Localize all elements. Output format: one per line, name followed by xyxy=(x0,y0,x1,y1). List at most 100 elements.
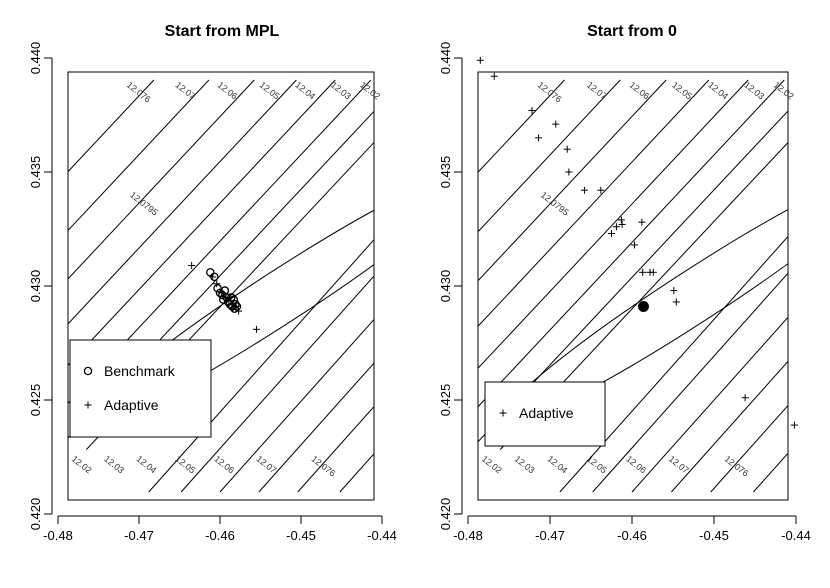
legend-label: Benchmark xyxy=(104,363,176,379)
panel-1: Start from MPL 12.076 12.07 12.06 12.05 12.04… xyxy=(28,23,397,543)
contour-label: 12.03 xyxy=(329,80,353,102)
contour-line-lower xyxy=(752,452,788,493)
series-marker xyxy=(637,301,649,313)
contour-label: 12.076 xyxy=(125,80,153,105)
contour-line-upper xyxy=(68,79,336,367)
chart-title: Start from 0 xyxy=(587,23,677,40)
legend: Benchmark Adaptive xyxy=(69,339,212,438)
contour-label: 12.04 xyxy=(706,80,730,102)
contour-label: 12.076 xyxy=(536,80,564,105)
contour-label: 12.06 xyxy=(627,80,651,102)
contour-label: 12.04 xyxy=(293,80,317,102)
adaptive-point xyxy=(209,273,217,281)
adaptive-point xyxy=(608,230,615,238)
contour-label-ellipse: 12.0795 xyxy=(128,190,160,218)
adaptive-point xyxy=(235,307,243,315)
benchmark-point xyxy=(213,284,222,293)
adaptive-point xyxy=(476,56,484,64)
y-tick-label: 0.430 xyxy=(438,270,453,303)
x-tick-label: -0.46 xyxy=(205,528,235,543)
chart-title: Start from MPL xyxy=(165,23,280,40)
contour-line-lower xyxy=(297,405,374,493)
y-tick-label: 0.420 xyxy=(28,498,43,531)
contour-label: 12.02 xyxy=(772,80,796,102)
adaptive-point xyxy=(790,421,798,429)
contour-label: 12.05 xyxy=(173,454,197,476)
contour-line-upper xyxy=(478,79,621,233)
contour-label: 12.06 xyxy=(624,454,648,476)
adaptive-point xyxy=(597,186,605,194)
contour-line-upper xyxy=(68,79,210,232)
contour-label: 12.05 xyxy=(670,80,694,102)
adaptive-point xyxy=(618,220,626,228)
x-tick-label: -0.44 xyxy=(367,528,397,543)
contour-line-upper xyxy=(478,79,749,369)
y-tick-label: 0.420 xyxy=(438,498,453,531)
legend-box xyxy=(484,381,606,447)
contour-label: 12.04 xyxy=(545,454,569,476)
panel-2: Start from 0 12.076 12.07 12.06 12.05 12.04 12… xyxy=(438,23,811,543)
adaptive-point xyxy=(563,145,571,153)
contour-label: 12.06 xyxy=(212,454,236,476)
x-tick-label: -0.48 xyxy=(43,528,73,543)
series-adaptive xyxy=(476,56,798,429)
x-tick-label: -0.47 xyxy=(124,528,154,543)
contour-label: 12.03 xyxy=(102,454,126,476)
adaptive-point xyxy=(649,268,657,276)
contour-line-lower xyxy=(180,275,374,493)
legend-label: Adaptive xyxy=(104,397,159,413)
x-tick-label: -0.46 xyxy=(617,528,647,543)
adaptive-point xyxy=(741,394,749,402)
y-tick-label: 0.430 xyxy=(28,270,43,303)
series-adaptive xyxy=(188,261,260,333)
contours xyxy=(68,79,374,493)
y-tick-label: 0.435 xyxy=(28,156,43,189)
contour-line-lower xyxy=(219,318,374,493)
y-tick-label: 0.440 xyxy=(438,42,453,75)
contour-line-upper xyxy=(68,79,255,280)
adaptive-point xyxy=(672,298,680,306)
adaptive-point xyxy=(565,168,573,176)
contour-line-lower xyxy=(592,272,788,493)
adaptive-point xyxy=(528,106,536,114)
contour-label: 12.07 xyxy=(173,80,197,102)
contour-line-lower xyxy=(670,360,788,493)
legend: Adaptive xyxy=(484,381,606,447)
y-tick-label: 0.425 xyxy=(438,384,453,417)
filled-point xyxy=(637,301,649,313)
adaptive-point xyxy=(552,120,560,128)
adaptive-point xyxy=(218,289,226,297)
x-tick-label: -0.44 xyxy=(781,528,811,543)
contour-line-upper xyxy=(478,79,565,174)
adaptive-point xyxy=(638,218,646,226)
contour-label: 12.05 xyxy=(258,80,282,102)
adaptive-point xyxy=(617,216,625,224)
y-tick-label: 0.440 xyxy=(28,42,43,75)
contour-label: 12.06 xyxy=(216,80,240,102)
contour-label: 12.076 xyxy=(723,454,751,479)
benchmark-point xyxy=(218,295,228,304)
y-tick-label: 0.425 xyxy=(28,384,43,417)
adaptive-point xyxy=(222,293,230,301)
plot-frame xyxy=(67,71,375,501)
adaptive-point xyxy=(252,325,260,333)
adaptive-point xyxy=(670,287,678,295)
contour-label: 12.04 xyxy=(135,454,159,476)
adaptive-point xyxy=(213,280,221,288)
contour-label: 12.07 xyxy=(585,80,609,102)
benchmark-point xyxy=(229,295,239,304)
contour-line-lower xyxy=(559,235,788,493)
y-tick-label: 0.435 xyxy=(438,156,453,189)
adaptive-point xyxy=(580,186,588,194)
contour-label: 12.05 xyxy=(585,454,609,476)
contour-line-upper xyxy=(68,79,155,173)
x-tick-label: -0.45 xyxy=(699,528,729,543)
contour-line-lower xyxy=(631,316,788,493)
contour-line-lower xyxy=(258,362,374,493)
contour-label: 12.03 xyxy=(513,454,537,476)
x-tick-label: -0.48 xyxy=(453,528,483,543)
legend-label: Adaptive xyxy=(519,405,574,421)
contour-label: 12.02 xyxy=(70,454,94,476)
contour-line-upper xyxy=(478,79,710,327)
